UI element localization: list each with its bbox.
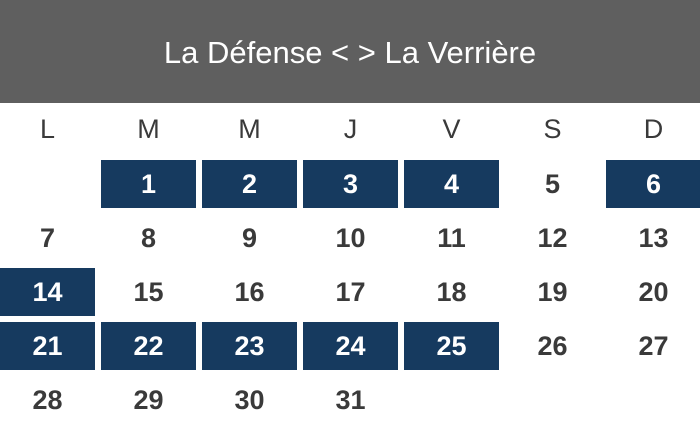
weekday-label: J (343, 113, 358, 144)
empty-day-cell (505, 376, 600, 424)
highlighted-day-cell: 24 (303, 322, 398, 370)
day-cell: 31 (335, 384, 366, 415)
day-cell: 10 (335, 222, 366, 253)
weekday-label: M (137, 113, 160, 144)
empty-day-cell (606, 376, 700, 424)
day-cell: 15 (133, 276, 164, 307)
highlighted-day-cell: 3 (303, 160, 398, 208)
highlighted-day-cell: 4 (404, 160, 499, 208)
day-cell: 28 (32, 384, 63, 415)
day-cell: 20 (638, 276, 669, 307)
highlighted-day-cell: 1 (101, 160, 196, 208)
weekday-label: S (543, 113, 562, 144)
weekday-label: M (238, 113, 261, 144)
highlighted-day-cell: 25 (404, 322, 499, 370)
calendar-header: La Défense < > La Verrière (0, 0, 700, 103)
day-cell: 9 (241, 222, 258, 253)
highlighted-day-cell: 14 (0, 268, 95, 316)
day-cell: 30 (234, 384, 265, 415)
weekday-label: L (39, 113, 56, 144)
day-cell: 29 (133, 384, 164, 415)
day-cell: 26 (537, 330, 568, 361)
calendar-day-grid: 1 2 3 4 5 6 7 8 9 10 11 12 13 14 15 16 17 18 19 20 21 22 23 24 2… (0, 160, 700, 424)
day-cell: 11 (437, 222, 466, 253)
route-title: La Défense < > La Verrière (163, 34, 537, 70)
day-cell: 17 (335, 276, 366, 307)
day-cell: 16 (234, 276, 265, 307)
weekday-row: L M M J V S D (0, 108, 700, 150)
highlighted-day-cell: 22 (101, 322, 196, 370)
day-cell: 5 (544, 168, 561, 199)
highlighted-day-cell: 23 (202, 322, 297, 370)
highlighted-day-cell: 2 (202, 160, 297, 208)
day-cell: 13 (638, 222, 669, 253)
day-cell: 18 (436, 276, 467, 307)
day-cell: 7 (39, 222, 56, 253)
day-cell: 19 (537, 276, 568, 307)
day-cell: 8 (140, 222, 157, 253)
highlighted-day-cell: 6 (606, 160, 700, 208)
weekday-label: D (643, 113, 664, 144)
day-cell: 12 (537, 222, 568, 253)
weekday-label: V (442, 113, 461, 144)
highlighted-day-cell: 21 (0, 322, 95, 370)
empty-day-cell (0, 160, 95, 208)
empty-day-cell (404, 376, 499, 424)
day-cell: 27 (638, 330, 669, 361)
